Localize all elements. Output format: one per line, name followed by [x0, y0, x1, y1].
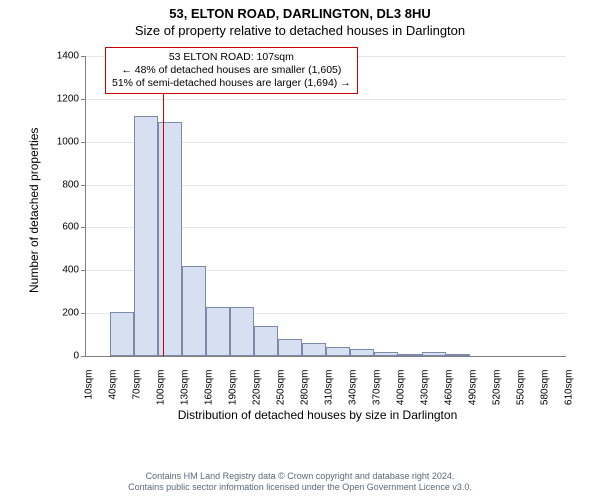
y-tick-label: 600 — [49, 222, 79, 233]
y-tick-label: 1400 — [49, 51, 79, 62]
histogram-bar — [422, 352, 446, 356]
y-tick-label: 0 — [49, 351, 79, 362]
y-tick-mark — [81, 142, 85, 143]
y-tick-mark — [81, 270, 85, 271]
histogram-bar — [230, 307, 254, 356]
chart-container: 53, ELTON ROAD, DARLINGTON, DL3 8HU Size… — [0, 0, 600, 500]
histogram-bar — [158, 122, 182, 356]
y-tick-mark — [81, 185, 85, 186]
y-tick-mark — [81, 56, 85, 57]
histogram-bar — [374, 352, 398, 356]
y-axis-label: Number of detached properties — [27, 128, 41, 293]
histogram-bar — [206, 307, 230, 356]
histogram-bar — [446, 354, 470, 356]
footer-line-2: Contains public sector information licen… — [0, 482, 600, 494]
histogram-bar — [398, 354, 422, 356]
y-tick-mark — [81, 313, 85, 314]
y-tick-label: 1000 — [49, 136, 79, 147]
histogram-bar — [326, 347, 350, 356]
chart-wrap: Number of detached properties 0200400600… — [55, 48, 580, 418]
histogram-bar — [302, 343, 326, 356]
address-title: 53, ELTON ROAD, DARLINGTON, DL3 8HU — [0, 0, 600, 21]
annotation-line-1: 53 ELTON ROAD: 107sqm — [112, 51, 351, 64]
histogram-bar — [110, 312, 134, 356]
histogram-bar — [134, 116, 158, 356]
footer: Contains HM Land Registry data © Crown c… — [0, 471, 600, 494]
y-tick-label: 800 — [49, 179, 79, 190]
footer-line-1: Contains HM Land Registry data © Crown c… — [0, 471, 600, 483]
annotation-box: 53 ELTON ROAD: 107sqm ← 48% of detached … — [105, 47, 358, 94]
annotation-line-3: 51% of semi-detached houses are larger (… — [112, 77, 351, 90]
y-tick-mark — [81, 227, 85, 228]
annotation-line-2: ← 48% of detached houses are smaller (1,… — [112, 64, 351, 77]
y-tick-label: 400 — [49, 265, 79, 276]
x-axis-label: Distribution of detached houses by size … — [55, 408, 580, 422]
histogram-bar — [350, 349, 374, 357]
y-tick-label: 200 — [49, 308, 79, 319]
gridline — [86, 99, 566, 100]
histogram-bar — [254, 326, 278, 356]
histogram-bar — [182, 266, 206, 356]
y-tick-mark — [81, 356, 85, 357]
y-tick-mark — [81, 99, 85, 100]
histogram-bar — [278, 339, 302, 356]
subtitle: Size of property relative to detached ho… — [0, 21, 600, 38]
reference-line — [163, 56, 164, 356]
plot-area — [85, 56, 566, 357]
y-tick-label: 1200 — [49, 93, 79, 104]
